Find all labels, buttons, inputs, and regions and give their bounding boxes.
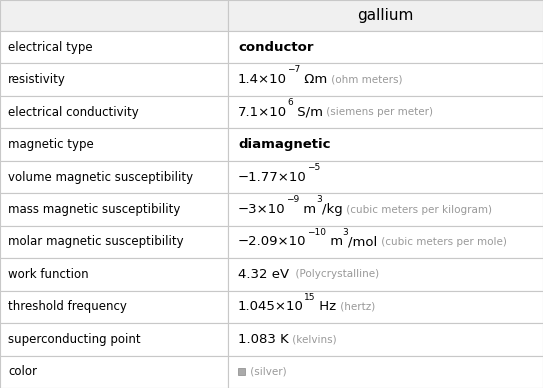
Text: mass magnetic susceptibility: mass magnetic susceptibility xyxy=(8,203,180,216)
Bar xyxy=(0,291,228,323)
Text: /mol: /mol xyxy=(349,236,378,248)
Text: (cubic meters per kilogram): (cubic meters per kilogram) xyxy=(343,204,491,215)
Bar xyxy=(0,64,228,96)
Text: Ωm: Ωm xyxy=(300,73,327,86)
Bar xyxy=(228,128,543,161)
Bar xyxy=(0,161,228,193)
Bar xyxy=(0,31,228,64)
Bar xyxy=(228,226,543,258)
Text: (Polycrystalline): (Polycrystalline) xyxy=(289,269,380,279)
Bar xyxy=(228,96,543,128)
Bar xyxy=(228,323,543,355)
Bar xyxy=(238,368,245,375)
Text: (cubic meters per mole): (cubic meters per mole) xyxy=(378,237,507,247)
Text: S/m: S/m xyxy=(293,106,323,119)
Bar xyxy=(228,64,543,96)
Bar xyxy=(0,128,228,161)
Text: gallium: gallium xyxy=(357,8,414,23)
Text: threshold frequency: threshold frequency xyxy=(8,300,127,314)
Text: −1.77×10: −1.77×10 xyxy=(238,171,307,184)
Text: 1.4×10: 1.4×10 xyxy=(238,73,287,86)
Text: 4.32 eV: 4.32 eV xyxy=(238,268,289,281)
Text: work function: work function xyxy=(8,268,89,281)
Text: magnetic type: magnetic type xyxy=(8,138,94,151)
Text: −2.09×10: −2.09×10 xyxy=(238,236,307,248)
Text: electrical type: electrical type xyxy=(8,41,93,54)
Bar xyxy=(228,193,543,226)
Text: −7: −7 xyxy=(287,66,300,74)
Text: Hz: Hz xyxy=(315,300,337,314)
Text: −3×10: −3×10 xyxy=(238,203,286,216)
Text: molar magnetic susceptibility: molar magnetic susceptibility xyxy=(8,236,184,248)
Bar xyxy=(0,355,228,388)
Bar xyxy=(0,258,228,291)
Text: conductor: conductor xyxy=(238,41,313,54)
Text: color: color xyxy=(8,365,37,378)
Text: −10: −10 xyxy=(307,228,326,237)
Text: −9: −9 xyxy=(286,195,299,204)
Text: 3: 3 xyxy=(343,228,349,237)
Text: 6: 6 xyxy=(287,98,293,107)
Text: volume magnetic susceptibility: volume magnetic susceptibility xyxy=(8,171,193,184)
Text: −5: −5 xyxy=(307,163,320,172)
Bar xyxy=(228,258,543,291)
Text: electrical conductivity: electrical conductivity xyxy=(8,106,139,119)
Bar xyxy=(0,193,228,226)
Bar xyxy=(0,323,228,355)
Text: (siemens per meter): (siemens per meter) xyxy=(323,107,433,117)
Text: (ohm meters): (ohm meters) xyxy=(327,75,402,85)
Text: 15: 15 xyxy=(304,293,315,301)
Bar xyxy=(228,161,543,193)
Text: superconducting point: superconducting point xyxy=(8,333,141,346)
Text: m: m xyxy=(326,236,343,248)
Bar xyxy=(0,0,228,31)
Text: resistivity: resistivity xyxy=(8,73,66,86)
Text: 7.1×10: 7.1×10 xyxy=(238,106,287,119)
Text: /kg: /kg xyxy=(322,203,343,216)
Text: 3: 3 xyxy=(316,195,322,204)
Bar xyxy=(228,291,543,323)
Text: diamagnetic: diamagnetic xyxy=(238,138,331,151)
Bar xyxy=(0,226,228,258)
Bar xyxy=(0,96,228,128)
Text: (hertz): (hertz) xyxy=(337,302,375,312)
Bar xyxy=(228,0,543,31)
Bar xyxy=(228,355,543,388)
Bar xyxy=(228,31,543,64)
Text: (kelvins): (kelvins) xyxy=(289,334,337,344)
Text: (silver): (silver) xyxy=(247,367,287,377)
Text: 1.083 K: 1.083 K xyxy=(238,333,289,346)
Text: m: m xyxy=(299,203,316,216)
Text: 1.045×10: 1.045×10 xyxy=(238,300,304,314)
